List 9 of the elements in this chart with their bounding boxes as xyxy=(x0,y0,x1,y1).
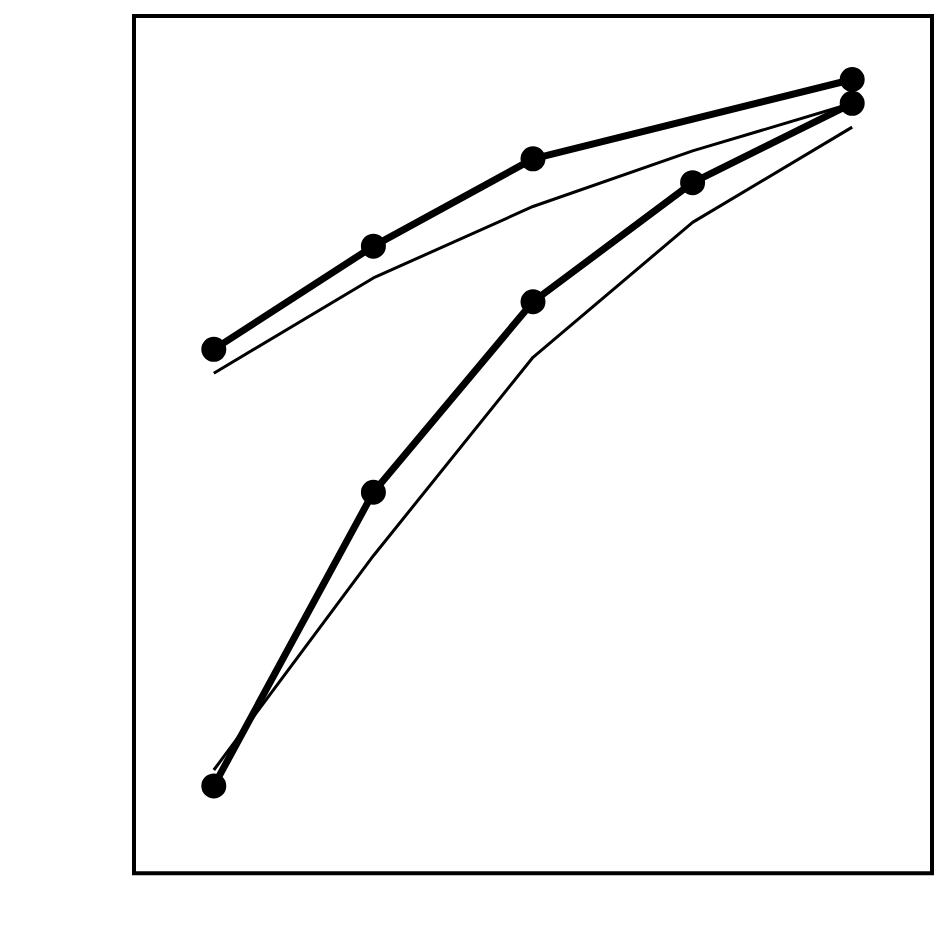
point xyxy=(201,336,227,362)
point xyxy=(360,233,386,259)
point xyxy=(680,170,706,196)
point xyxy=(520,289,546,315)
point xyxy=(520,146,546,172)
point xyxy=(360,479,386,505)
point xyxy=(839,67,865,92)
point xyxy=(839,90,865,116)
point xyxy=(201,773,227,799)
